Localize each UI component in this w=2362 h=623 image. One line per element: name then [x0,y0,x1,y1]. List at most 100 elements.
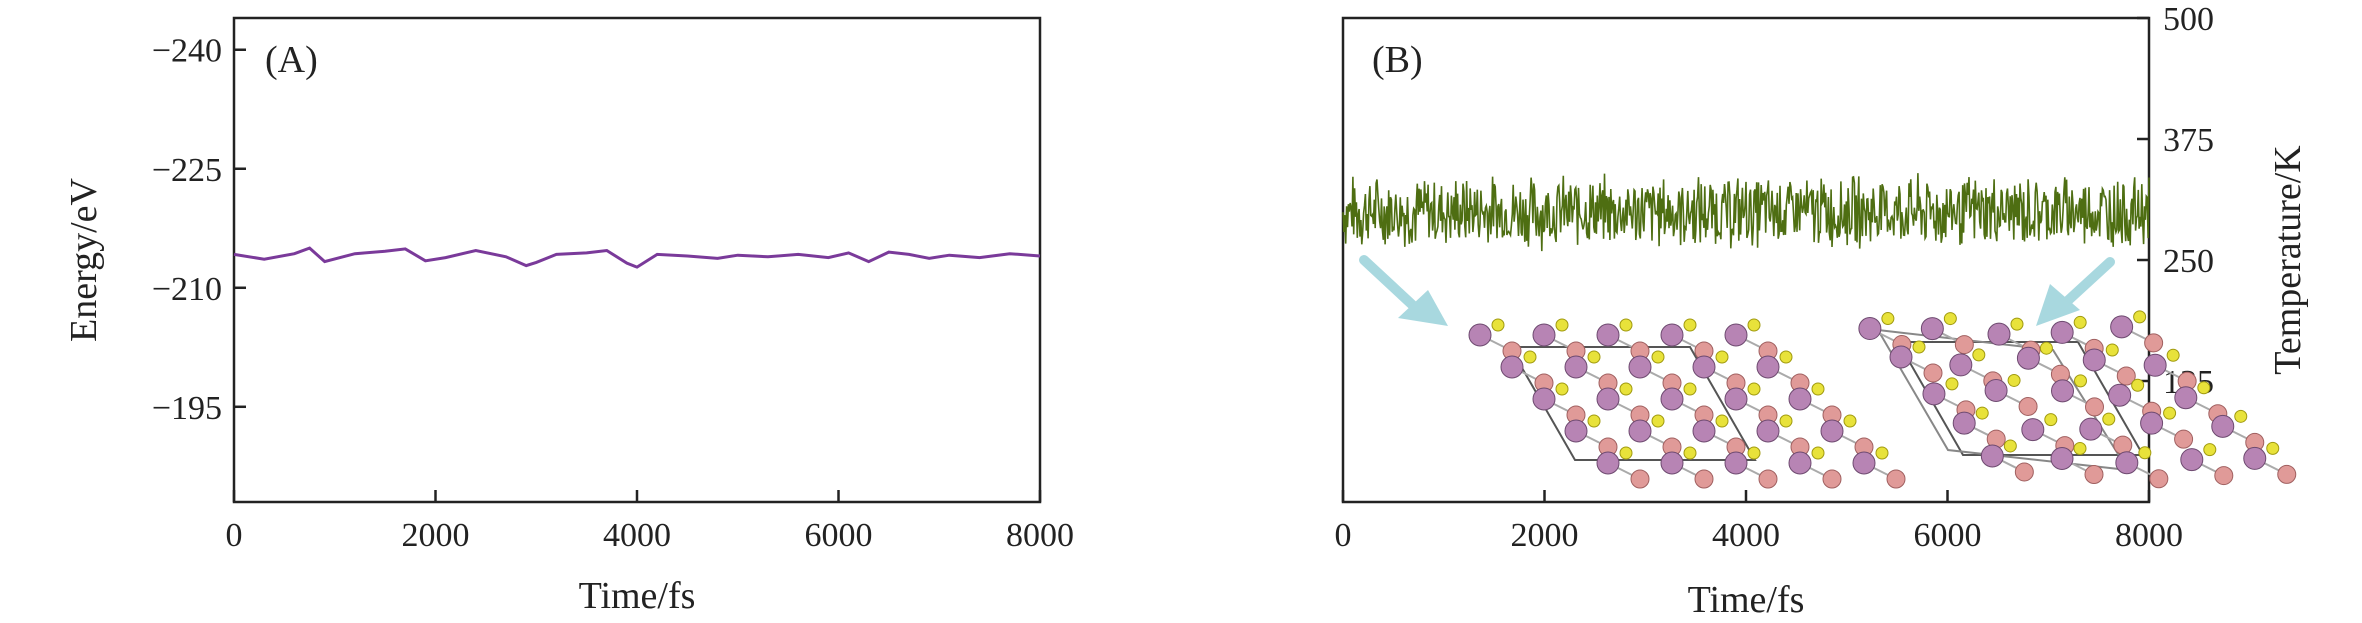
atom-large [1852,451,1876,475]
atom-small [2102,412,2116,426]
panel-b-xlabel: Time/fs [1688,579,1805,621]
atom-large [2211,414,2235,438]
panel-a-energy-line [233,246,1041,269]
atom-medium [2085,397,2105,417]
atom-small [1875,446,1889,460]
atom-small [1747,446,1761,460]
atom-small [1747,382,1761,396]
atom-large [1788,451,1812,475]
atom-medium [2014,462,2034,482]
atom-large [1984,378,2008,402]
atom-medium [1954,335,1974,355]
atom-small [2074,374,2088,388]
panel-b-chart: 02000400060008000125250375500 (B) Time/f… [1335,1,2310,621]
atom-medium [1886,469,1906,489]
atom-small [2003,439,2017,453]
atom-small [2105,343,2119,357]
atom-small [1943,312,1957,326]
atom-small [1972,348,1986,362]
atom-large [1952,411,1976,435]
atom-small [1975,406,1989,420]
atom-small [1651,414,1665,428]
panel-a-xtick-label: 2000 [402,517,470,554]
atom-small [2166,348,2180,362]
panel-a-label: (A) [265,39,318,81]
atom-large [1596,387,1620,411]
panel-b-label: (B) [1372,39,1423,81]
atom-medium [2116,366,2136,386]
atom-large [1889,345,1913,369]
atom-medium [1694,469,1714,489]
atom-small [2133,310,2147,324]
atom-small [1843,414,1857,428]
atom-small [1715,414,1729,428]
atom-large [2016,346,2040,370]
atom-small [1523,350,1537,364]
panel-a-xtick-label: 6000 [805,517,873,554]
panel-a-ytick-label: −225 [152,152,222,189]
atom-large [1596,451,1620,475]
panel-b-xtick-label: 2000 [1511,517,1579,554]
atom-small [1619,446,1633,460]
atom-large [1500,355,1524,379]
atom-small [1811,446,1825,460]
atom-medium [1822,469,1842,489]
atom-small [1945,377,1959,391]
atom-medium [2174,429,2194,449]
arrow-to-final-structure [2036,257,2115,326]
atom-small [2197,381,2211,395]
atom-large [2110,315,2134,339]
atom-small [1683,382,1697,396]
final-structure-inset [1858,310,2297,489]
panel-b-xtick-label: 6000 [1914,517,1982,554]
atom-large [1564,355,1588,379]
atom-large [1980,444,2004,468]
panel-b-ytick-label: 500 [2163,1,2214,38]
atom-large [1724,387,1748,411]
atom-large [1756,355,1780,379]
panel-b-xtick-label: 0 [1335,517,1352,554]
atom-large [1756,419,1780,443]
atom-small [2266,441,2280,455]
atom-large [1949,353,1973,377]
atom-small [1715,350,1729,364]
panel-a-chart: 0 2000 4000 6000 8000 −240 −225 −210 −195 (A) Ti… [63,16,1074,617]
atom-large [1920,317,1944,341]
atom-large [2050,446,2074,470]
atom-small [1651,350,1665,364]
atom-large [1468,323,1492,347]
atom-medium [2144,333,2164,353]
atom-large [1628,355,1652,379]
panel-a-xtick-label: 0 [226,517,243,554]
atom-small [2131,378,2145,392]
atom-medium [2084,464,2104,484]
atom-small [2163,406,2177,420]
atom-large [2140,411,2164,435]
atom-large [1987,322,2011,346]
atom-small [2007,373,2021,387]
atom-medium [1758,469,1778,489]
atom-small [1747,318,1761,332]
atom-large [2050,320,2074,344]
atom-large [2108,383,2132,407]
atom-large [1532,323,1556,347]
atom-small [2044,413,2058,427]
atom-small [1811,382,1825,396]
atom-large [1692,355,1716,379]
atom-medium [2214,466,2234,486]
atom-large [1564,419,1588,443]
panel-a-xtick-label: 8000 [1006,517,1074,554]
atom-large [1660,323,1684,347]
atom-large [1724,323,1748,347]
atom-large [2174,386,2198,410]
panel-b-xtick-label: 4000 [1712,517,1780,554]
atom-small [1619,382,1633,396]
atom-medium [2018,396,2038,416]
initial-structure-inset [1468,318,1906,489]
atom-small [1619,318,1633,332]
atom-large [2143,353,2167,377]
atom-large [2051,379,2075,403]
atom-large [2082,348,2106,372]
atom-small [2073,441,2087,455]
